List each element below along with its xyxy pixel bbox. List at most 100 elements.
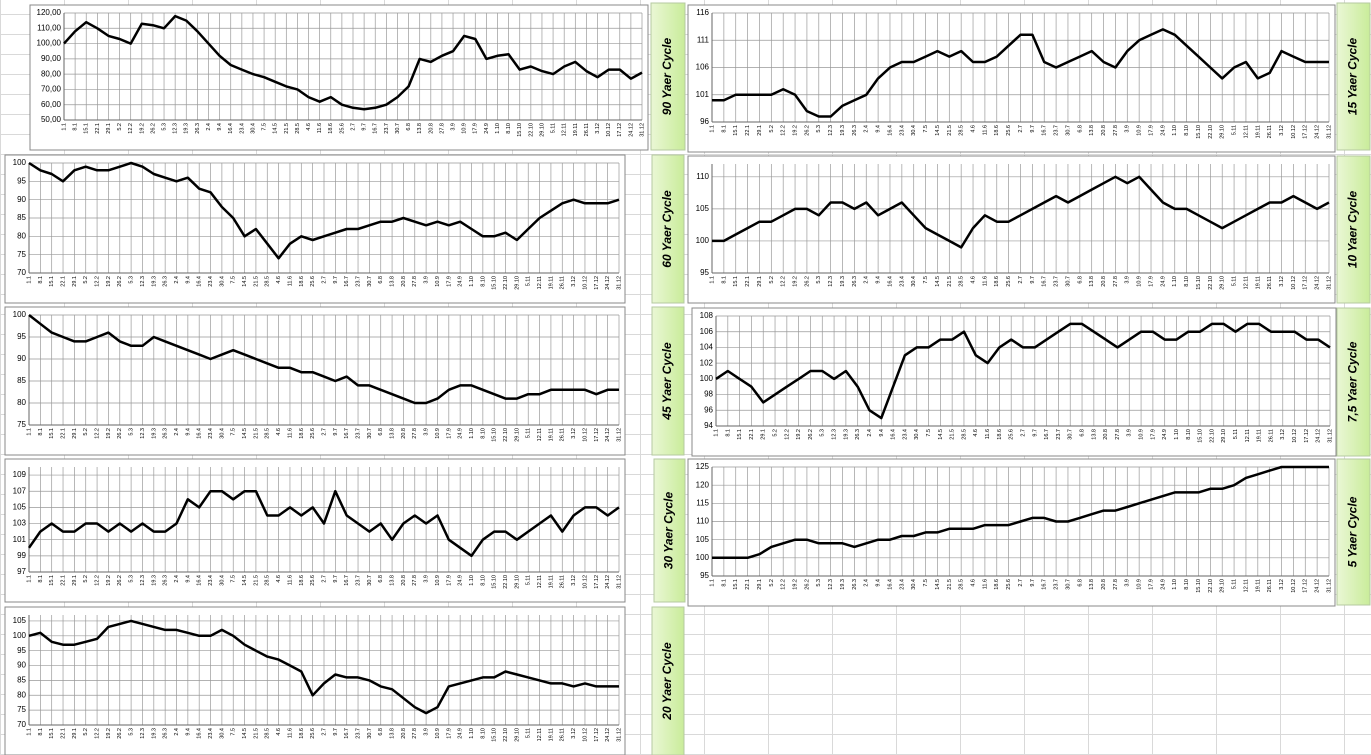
y-tick-label: 96 xyxy=(700,117,709,126)
chart-title: 20 Yaer Cycle xyxy=(660,642,674,721)
x-tick-label: 28.5 xyxy=(959,125,965,136)
x-tick-label: 2.7 xyxy=(1018,125,1024,133)
x-tick-label: 5.11 xyxy=(1232,579,1238,589)
x-tick-label: 9.4 xyxy=(876,579,882,587)
x-tick-label: 19.2 xyxy=(106,276,112,287)
x-tick-label: 9.4 xyxy=(879,429,885,437)
x-tick-label: 22.10 xyxy=(503,728,509,742)
x-tick-label: 5.11 xyxy=(551,123,557,133)
x-tick-label: 12.2 xyxy=(95,728,101,739)
x-tick-label: 27.8 xyxy=(1115,429,1121,440)
x-tick-label: 11.6 xyxy=(982,125,988,135)
y-tick-label: 120,00 xyxy=(37,8,62,17)
y-tick-label: 100 xyxy=(13,158,27,167)
series-line xyxy=(28,161,620,260)
x-tick-label: 12.3 xyxy=(173,123,179,134)
x-tick-label: 26.3 xyxy=(163,428,169,439)
x-tick-label: 21.5 xyxy=(950,429,956,440)
x-tick-label: 19.11 xyxy=(1255,276,1261,289)
x-tick-label: 18.6 xyxy=(994,125,1000,136)
x-tick-label: 5.11 xyxy=(526,728,532,738)
x-tick-label: 12.2 xyxy=(95,575,101,586)
x-tick-label: 7.5 xyxy=(231,575,237,583)
x-tick-label: 21.5 xyxy=(253,428,259,439)
x-tick-label: 9.4 xyxy=(185,575,191,583)
x-tick-label: 10.12 xyxy=(582,728,588,742)
x-tick-label: 3.9 xyxy=(450,123,456,131)
side-label-box xyxy=(651,606,685,755)
x-tick-label: 24.9 xyxy=(458,428,464,439)
x-tick-label: 5.2 xyxy=(772,429,778,437)
x-tick-label: 3.12 xyxy=(1279,579,1285,590)
x-tick-label: 26.3 xyxy=(163,276,169,287)
x-tick-label: 1.10 xyxy=(1172,276,1178,287)
x-tick-label: 21.5 xyxy=(253,728,259,739)
x-tick-label: 13.8 xyxy=(390,575,396,586)
x-tick-label: 22.1 xyxy=(60,575,66,586)
y-tick-label: 103 xyxy=(13,519,27,528)
x-tick-label: 14.5 xyxy=(242,575,248,586)
y-tick-label: 100 xyxy=(13,310,27,319)
x-tick-label: 17.9 xyxy=(1148,125,1154,136)
x-tick-label: 30.4 xyxy=(219,428,225,439)
x-tick-label: 16.4 xyxy=(891,429,897,440)
x-tick-label: 24.12 xyxy=(605,428,611,442)
x-tick-label: 10.9 xyxy=(1137,276,1143,287)
series-line xyxy=(712,465,1329,560)
x-tick-label: 12.11 xyxy=(537,428,543,441)
x-tick-label: 10.12 xyxy=(582,575,588,589)
x-tick-label: 20.8 xyxy=(401,276,407,287)
x-tick-label: 19.2 xyxy=(793,579,799,590)
x-tick-label: 2.7 xyxy=(321,428,327,436)
x-tick-label: 2.7 xyxy=(1020,429,1026,437)
x-tick-label: 10.9 xyxy=(435,728,441,739)
x-tick-label: 29.10 xyxy=(514,428,520,442)
x-tick-label: 31.12 xyxy=(616,728,622,742)
x-tick-label: 5.11 xyxy=(526,276,532,286)
x-tick-label: 26.2 xyxy=(117,428,123,439)
x-tick-label: 23.4 xyxy=(899,276,905,287)
x-tick-label: 28.5 xyxy=(265,428,271,439)
x-tick-label: 10.12 xyxy=(606,123,612,137)
x-tick-label: 11.6 xyxy=(287,276,293,286)
side-label-box xyxy=(651,306,685,456)
x-tick-label: 11.6 xyxy=(287,728,293,738)
x-tick-label: 15.10 xyxy=(517,123,523,137)
x-tick-label: 10.9 xyxy=(435,575,441,586)
x-tick-label: 3.9 xyxy=(424,428,430,436)
y-tick-label: 109 xyxy=(13,470,27,479)
x-tick-label: 8.10 xyxy=(480,728,486,739)
x-tick-label: 29.10 xyxy=(514,276,520,290)
x-tick-label: 9.7 xyxy=(333,276,339,284)
x-tick-label: 10.12 xyxy=(1291,276,1297,290)
x-tick-label: 18.6 xyxy=(997,429,1003,440)
x-tick-label: 23.4 xyxy=(239,123,245,134)
x-tick-label: 1.10 xyxy=(469,428,475,439)
x-tick-label: 24.12 xyxy=(605,575,611,589)
x-tick-label: 28.5 xyxy=(265,728,271,739)
y-tick-label: 94 xyxy=(704,421,713,430)
x-tick-label: 28.5 xyxy=(265,276,271,287)
x-tick-label: 1.1 xyxy=(709,579,715,587)
x-tick-label: 24.9 xyxy=(484,123,490,134)
x-tick-label: 24.12 xyxy=(1315,125,1321,139)
x-tick-label: 5.2 xyxy=(83,428,89,436)
x-tick-label: 30.7 xyxy=(367,276,373,287)
x-tick-label: 5.3 xyxy=(129,276,135,284)
x-tick-label: 17.9 xyxy=(1148,579,1154,590)
x-tick-label: 21.5 xyxy=(947,125,953,136)
x-tick-label: 11.6 xyxy=(985,429,991,439)
x-tick-label: 18.6 xyxy=(299,575,305,586)
x-tick-label: 5.3 xyxy=(820,429,826,437)
x-tick-label: 4.6 xyxy=(306,123,312,131)
x-tick-label: 29.1 xyxy=(757,276,763,287)
x-tick-label: 28.5 xyxy=(295,123,301,134)
x-tick-label: 4.6 xyxy=(970,276,976,284)
x-tick-label: 25.6 xyxy=(1006,276,1012,287)
x-tick-label: 19.11 xyxy=(1255,125,1261,138)
x-tick-label: 17.12 xyxy=(1303,579,1309,593)
x-tick-label: 5.11 xyxy=(1232,276,1238,286)
x-tick-label: 26.3 xyxy=(163,728,169,739)
x-tick-label: 18.6 xyxy=(328,123,334,134)
x-tick-label: 15.1 xyxy=(84,123,90,134)
